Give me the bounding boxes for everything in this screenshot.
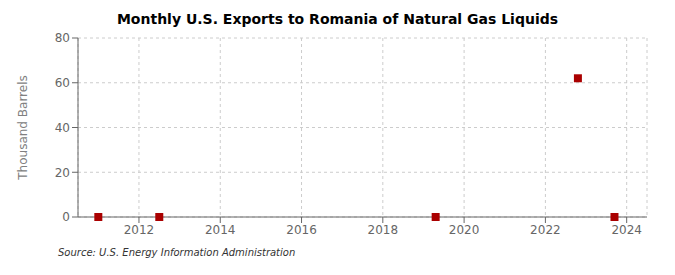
svg-text:2018: 2018 — [368, 223, 399, 237]
svg-text:2014: 2014 — [205, 223, 236, 237]
svg-text:0: 0 — [62, 210, 70, 224]
svg-text:2020: 2020 — [449, 223, 480, 237]
svg-text:2016: 2016 — [286, 223, 317, 237]
html-text:Source: U.S. Energy Informatio: Source: U.S. Energy Information Administ… — [58, 247, 296, 258]
html-text:Monthly U.S. Exports to Romani: Monthly U.S. Exports to Romania of Natur… — [116, 11, 559, 27]
svg-text:80: 80 — [55, 31, 70, 45]
svg-text:Thousand Barrels: Thousand Barrels — [16, 75, 30, 180]
svg-text:60: 60 — [55, 76, 70, 90]
svg-text:40: 40 — [55, 121, 70, 135]
svg-text:2024: 2024 — [611, 223, 642, 237]
svg-text:20: 20 — [55, 166, 70, 180]
svg-text:2022: 2022 — [530, 223, 561, 237]
svg-text:2012: 2012 — [124, 223, 155, 237]
